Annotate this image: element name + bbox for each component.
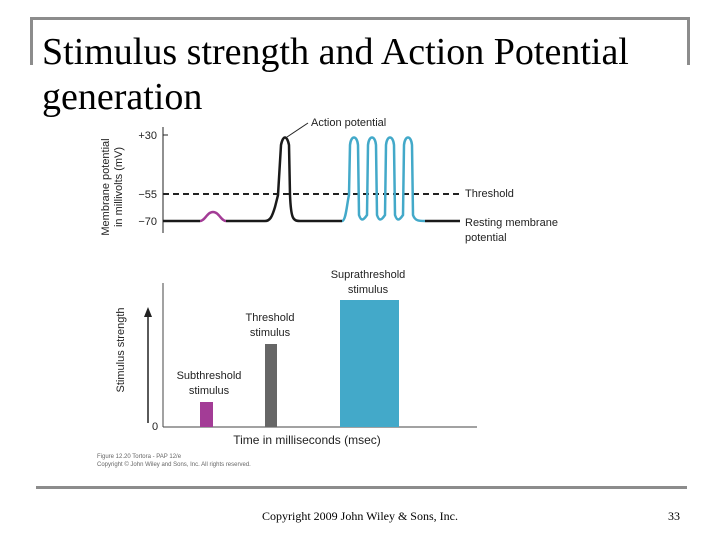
time-axis-label: Time in milliseconds (msec)	[233, 433, 381, 447]
copyright-footer: Copyright 2009 John Wiley & Sons, Inc.	[262, 509, 458, 523]
threshold-stimulus-bar	[265, 344, 277, 427]
suprathreshold-stimulus-bar	[340, 300, 399, 427]
resting-label-1: Resting membrane	[465, 217, 558, 229]
threshold-label: Threshold	[465, 188, 514, 200]
figure-caption-1: Figure 12.20 Tortora - PAP 12/e	[97, 454, 182, 460]
membrane-axis-label-1: Membrane potential	[100, 138, 112, 235]
threshold-stimulus-label-2: stimulus	[250, 327, 291, 339]
stimulus-axis-arrowhead	[144, 307, 152, 317]
stimulus-axis-label: Stimulus strength	[115, 308, 127, 393]
membrane-axis-label-2: in millivolts (mV)	[113, 147, 125, 227]
threshold-stimulus-label-1: Threshold	[246, 312, 295, 324]
slide-frame-left	[30, 17, 33, 65]
subthreshold-response-bump	[199, 210, 227, 223]
stimulus-diagram: Membrane potential in millivolts (mV) +3…	[95, 115, 595, 475]
page-number: 33	[668, 509, 680, 523]
slide-frame-bottom	[36, 486, 687, 489]
subthreshold-label-1: Subthreshold	[177, 370, 242, 382]
action-potential-trace	[226, 136, 342, 223]
resting-label-2: potential	[465, 232, 507, 244]
action-potential-pointer	[286, 122, 309, 138]
subthreshold-label-2: stimulus	[189, 385, 230, 397]
slide-frame-right	[687, 17, 690, 65]
slide-title: Stimulus strength and Action Potential g…	[42, 31, 629, 118]
slide-frame-top	[30, 17, 690, 20]
diagram-svg: Membrane potential in millivolts (mV) +3…	[97, 117, 558, 468]
suprathreshold-label-2: stimulus	[348, 284, 389, 296]
figure-caption-2: Copyright © John Wiley and Sons, Inc. Al…	[97, 461, 251, 468]
tick-label-55: −55	[138, 189, 157, 201]
subthreshold-stimulus-bar	[200, 402, 213, 427]
stimulus-zero-label: 0	[152, 421, 158, 433]
tick-label-30: +30	[138, 130, 157, 142]
suprathreshold-label-1: Suprathreshold	[331, 269, 406, 281]
action-potential-label: Action potential	[311, 117, 386, 129]
suprathreshold-ap-train	[341, 136, 426, 223]
tick-label-70: −70	[138, 216, 157, 228]
